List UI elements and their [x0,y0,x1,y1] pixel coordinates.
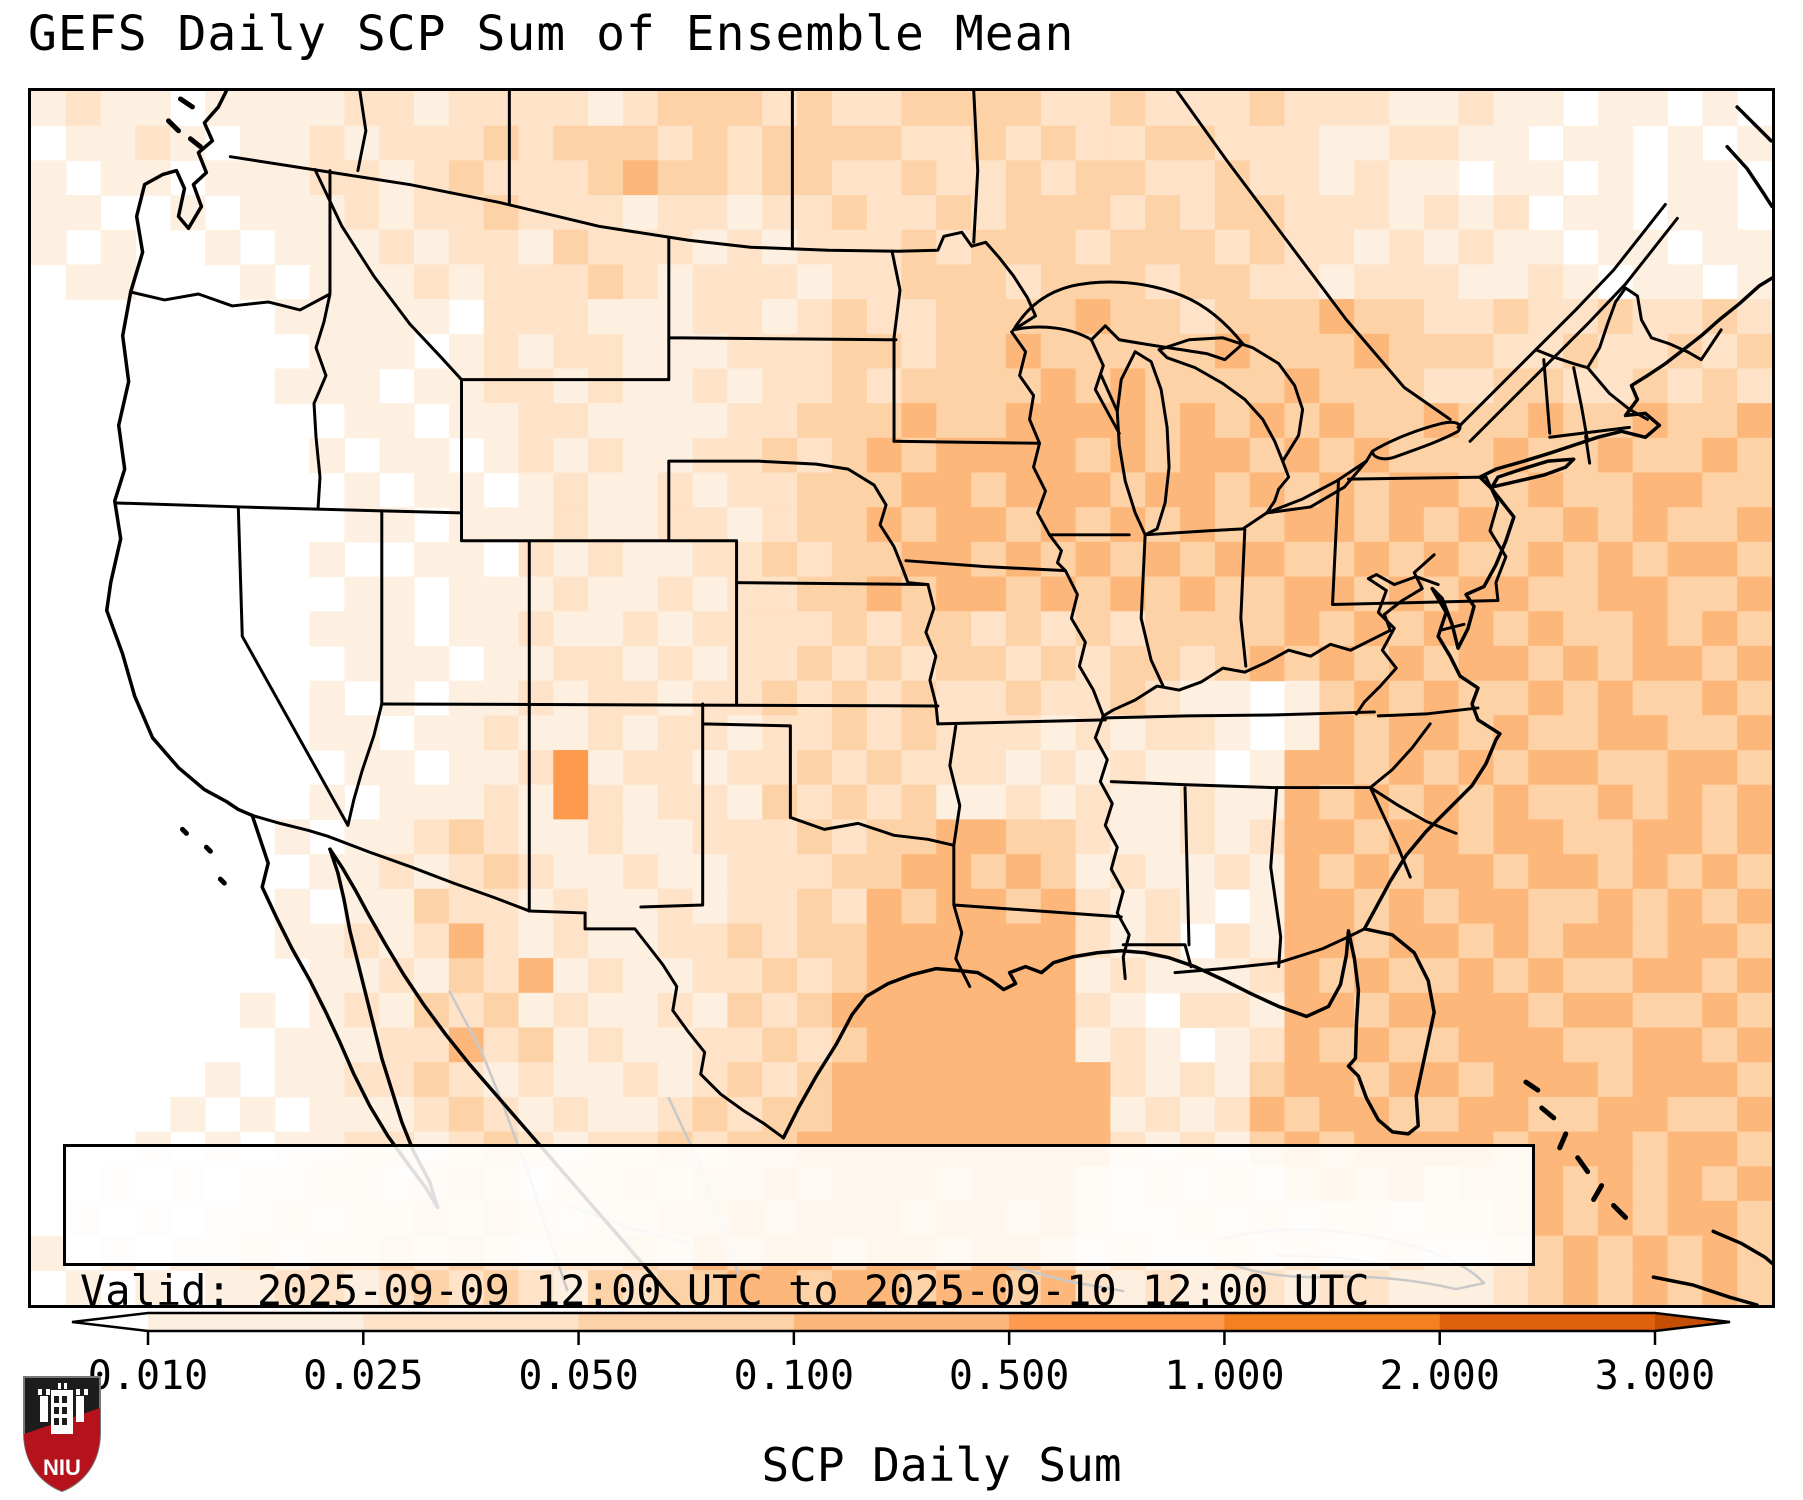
colorbar-tick-label: 1.000 [1164,1353,1284,1399]
geography-layer [104,91,1772,1305]
colorbar-tick-label: 2.000 [1380,1353,1500,1399]
valid-time-text: Valid: 2025-09-09 12:00 UTC to 2025-09-1… [80,1266,1370,1308]
colorbar-label: SCP Daily Sum [761,1438,1122,1492]
colorbar-svg: 0.010 0.025 0.050 0.100 0.500 1.000 2.000 3.000 [71,1311,1731,1399]
colorbar-tick-label: 0.500 [949,1353,1069,1399]
forecast-map: Valid: 2025-09-09 12:00 UTC to 2025-09-1… [28,88,1775,1308]
state-borders [115,168,1723,989]
niu-logo: NIU [23,1376,101,1493]
niu-logo-text: NIU [43,1455,81,1480]
page-title: GEFS Daily SCP Sum of Ensemble Mean [28,6,1075,62]
coastlines [104,91,1772,1305]
valid-run-info-box: Valid: 2025-09-09 12:00 UTC to 2025-09-1… [63,1144,1535,1305]
colorbar-tick-label: 0.010 [88,1353,208,1399]
colorbar-tick-label: 0.050 [518,1353,638,1399]
colorbar-tick-label: 0.100 [734,1353,854,1399]
colorbar: 0.010 0.025 0.050 0.100 0.500 1.000 2.000 3.000 [0,1300,1803,1425]
niu-castle-icon [38,1383,88,1434]
great-lakes [1012,202,1679,537]
international-borders [228,91,1452,1140]
colorbar-tick-label: 3.000 [1595,1353,1715,1399]
colorbar-tick-label: 0.025 [303,1353,423,1399]
niu-shield-red-band [24,1408,100,1491]
